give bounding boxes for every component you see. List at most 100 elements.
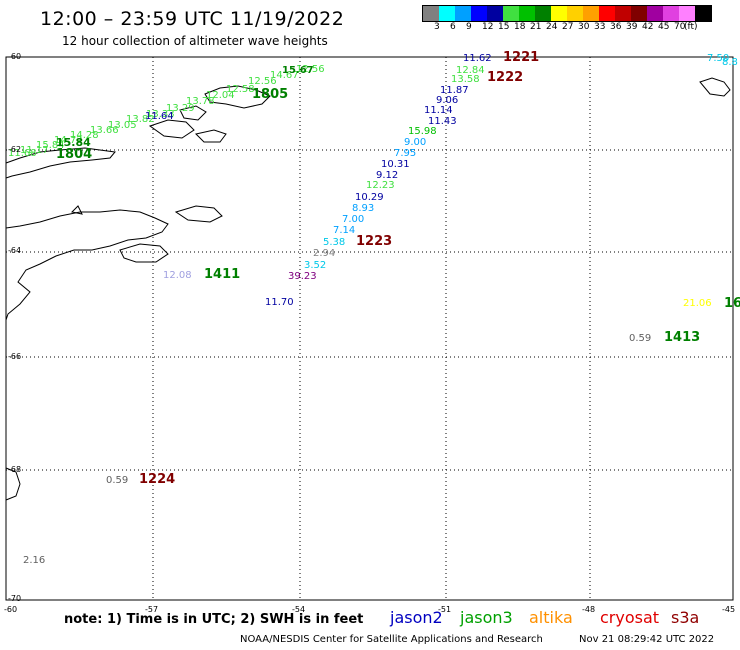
scale-swatch <box>583 6 599 21</box>
wave-height-value: 11.62 <box>463 53 492 64</box>
lon-tick-label: -57 <box>145 605 159 614</box>
legend-sat-s3a: s3a <box>671 608 700 627</box>
coastline-island-c <box>195 129 227 143</box>
wave-height-value: 0.59 <box>629 333 651 344</box>
wave-height-value: 2.16 <box>23 555 45 566</box>
wave-height-value: 7.00 <box>342 214 364 225</box>
coastline-island-a <box>148 119 195 139</box>
wave-height-value: 9.00 <box>404 137 426 148</box>
coastline-south <box>5 467 21 501</box>
coastline <box>5 77 731 501</box>
wave-height-value: 11.64 <box>145 111 174 122</box>
marks-layer: 11.6811.1715.8414.7214.2813.6613.0513.82… <box>8 50 740 566</box>
scale-swatch <box>615 6 631 21</box>
pass-time-label: 16 <box>724 296 740 311</box>
green-track-value: 13.29 <box>166 103 195 114</box>
lon-tick-label: -51 <box>438 605 452 614</box>
wave-height-value: 7.14 <box>333 225 355 236</box>
green-track-value: 11.68 <box>8 148 37 159</box>
scale-label: 70 <box>674 22 686 32</box>
legend-sat-altika: altika <box>529 608 573 627</box>
coastline-island-d <box>174 205 223 223</box>
wave-height-value: 11.14 <box>424 105 453 116</box>
wave-height-value: 3.52 <box>304 260 326 271</box>
green-track-value: 13.66 <box>90 125 119 136</box>
scale-label: 6 <box>450 22 456 32</box>
scale-label: 27 <box>562 22 574 32</box>
scale-swatch <box>423 6 439 21</box>
wave-height-value: 7.95 <box>394 148 416 159</box>
scale-swatch <box>487 6 503 21</box>
wave-height-value: 15.98 <box>408 126 437 137</box>
scale-label: 30 <box>578 22 590 32</box>
coastline-peninsula <box>5 209 169 321</box>
legend-sat-cryosat: cryosat <box>600 608 660 627</box>
coastline-island-east <box>699 77 731 97</box>
graticule <box>6 57 733 600</box>
scale-swatch <box>535 6 551 21</box>
scale-label: 12 <box>482 22 494 32</box>
coastline-island-north <box>5 147 116 179</box>
scale-swatch <box>631 6 647 21</box>
lat-tick-label: -64 <box>8 246 22 255</box>
green-track-value: 12.56 <box>248 76 277 87</box>
wave-height-value: 13.58 <box>451 74 480 85</box>
scale-label: 42 <box>642 22 654 32</box>
scale-swatch <box>503 6 519 21</box>
pass-time-label: 1804 <box>56 147 92 162</box>
coastline-island-b <box>179 105 207 121</box>
lat-tick-label: -70 <box>8 594 22 603</box>
green-track-value-bold: 15.67 <box>282 65 314 76</box>
scale-label: 36 <box>610 22 622 32</box>
wave-height-value: 7.50 <box>707 53 729 64</box>
scale-swatch <box>455 6 471 21</box>
lon-tick-label: -45 <box>722 605 736 614</box>
green-track-value: 12.04 <box>206 90 235 101</box>
coastline-islet-a <box>70 205 83 215</box>
lon-tick-label: -60 <box>4 605 18 614</box>
wave-height-value: 11.87 <box>440 85 469 96</box>
wave-height-value: 2.94 <box>313 248 335 259</box>
wave-height-value: 0.59 <box>106 475 128 486</box>
lat-tick-label: -68 <box>8 465 22 474</box>
pass-time-label: 1223 <box>356 234 392 249</box>
scale-label: 45 <box>658 22 670 32</box>
green-track-value: 13.33 <box>146 109 175 120</box>
coastline-island-e <box>119 243 169 263</box>
scale-label: 39 <box>626 22 638 32</box>
scale-label: 18 <box>514 22 526 32</box>
wave-height-value: 21.06 <box>683 298 712 309</box>
scale-swatch <box>663 6 679 21</box>
green-track-value: 12.56 <box>296 64 325 75</box>
pass-time-label: 1221 <box>503 50 539 65</box>
lon-tick-label: -48 <box>582 605 596 614</box>
scale-swatch <box>551 6 567 21</box>
green-track-value: 14.28 <box>70 130 99 141</box>
scale-swatch <box>695 6 711 21</box>
wave-height-value: 9.12 <box>376 170 398 181</box>
wave-height-value: 10.29 <box>355 192 384 203</box>
scale-swatch <box>567 6 583 21</box>
lon-tick-label: -54 <box>292 605 306 614</box>
legend-sat-jason2: jason2 <box>390 608 443 627</box>
wave-height-value: 12.23 <box>366 180 395 191</box>
scale-swatch <box>439 6 455 21</box>
green-track-value-bold: 15.84 <box>56 136 91 149</box>
pass-time-label: 1222 <box>487 70 523 85</box>
pass-time-label: 1413 <box>664 330 700 345</box>
scale-label: (ft) <box>684 22 698 32</box>
green-track-value: 14.72 <box>54 135 83 146</box>
scale-swatch <box>679 6 695 21</box>
wave-height-value: 10.31 <box>381 159 410 170</box>
scale-label: 3 <box>434 22 440 32</box>
generated-timestamp: Nov 21 08:29:42 UTC 2022 <box>579 634 715 645</box>
map-frame <box>5 56 734 601</box>
scale-swatch <box>519 6 535 21</box>
green-track-value: 13.05 <box>108 120 137 131</box>
green-track-value: 12.58 <box>226 84 255 95</box>
scale-label: 9 <box>466 22 472 32</box>
scale-swatch <box>647 6 663 21</box>
legend-sat-jason3: jason3 <box>460 608 513 627</box>
green-track-value: 11.17 <box>20 145 49 156</box>
